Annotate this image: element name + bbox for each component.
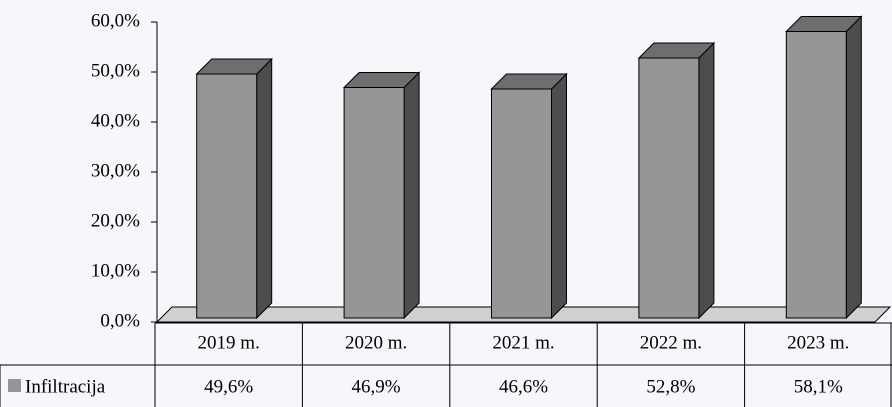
bar-side [551, 72, 567, 320]
x-tick-label: 2021 m. [492, 332, 554, 353]
data-label: 52,8% [646, 376, 695, 397]
bar-side [845, 15, 862, 320]
data-label: 58,1% [794, 376, 843, 397]
data-label: 46,9% [352, 376, 401, 397]
bar [196, 73, 258, 319]
data-label: 46,6% [499, 376, 548, 397]
y-tick-label: 10,0% [91, 260, 140, 281]
x-tick-label: 2023 m. [787, 332, 849, 353]
y-tick-label: 30,0% [91, 160, 140, 181]
legend-key [8, 379, 21, 392]
y-tick-label: 50,0% [91, 60, 140, 81]
bar [638, 57, 700, 319]
bar-side [698, 41, 715, 320]
x-tick-label: 2020 m. [345, 332, 407, 353]
y-tick-label: 0,0% [100, 310, 140, 331]
bar [343, 87, 405, 319]
bar [491, 88, 552, 319]
y-tick-label: 40,0% [91, 110, 140, 131]
bar-side [403, 71, 420, 320]
x-tick-label: 2022 m. [640, 332, 702, 353]
legend-label: Infiltracija [25, 376, 106, 397]
y-tick-label: 60,0% [91, 10, 140, 31]
data-label: 49,6% [204, 376, 253, 397]
bar [785, 31, 847, 319]
y-tick-label: 20,0% [91, 210, 140, 231]
x-tick-label: 2019 m. [198, 332, 260, 353]
bar-side [256, 57, 273, 320]
